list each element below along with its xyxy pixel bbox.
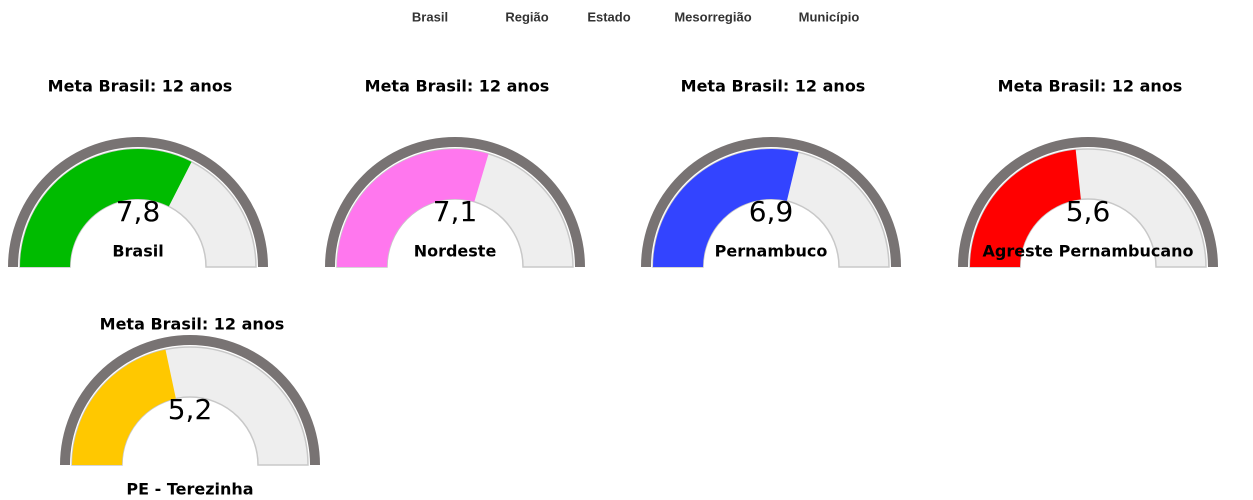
- gauge-label: PE - Terezinha: [126, 480, 253, 499]
- gauge-label: Pernambuco: [715, 242, 828, 261]
- nav-tab[interactable]: Mesorregião: [674, 9, 751, 24]
- gauge-label: Agreste Pernambucano: [982, 242, 1193, 261]
- gauge-value: 5,2: [168, 393, 213, 426]
- gauge-fill: [653, 148, 799, 267]
- nav-tab[interactable]: Estado: [587, 9, 630, 24]
- gauge-title: Meta Brasil: 12 anos: [48, 77, 233, 96]
- gauge-value: 6,9: [749, 195, 794, 228]
- gauge-label: Nordeste: [414, 242, 497, 261]
- gauge-value: 5,6: [1066, 195, 1111, 228]
- gauge-fill: [337, 148, 489, 267]
- gauge-value: 7,1: [433, 195, 478, 228]
- nav-tab[interactable]: Brasil: [412, 9, 448, 24]
- gauge-title: Meta Brasil: 12 anos: [100, 315, 285, 334]
- gauge-label: Brasil: [112, 242, 163, 261]
- gauge-title: Meta Brasil: 12 anos: [365, 77, 550, 96]
- gauge-title: Meta Brasil: 12 anos: [681, 77, 866, 96]
- gauge-title: Meta Brasil: 12 anos: [998, 77, 1183, 96]
- gauge-value: 7,8: [116, 195, 161, 228]
- gauge-fill: [72, 349, 176, 465]
- nav-tab[interactable]: Região: [505, 9, 548, 24]
- gauge-fill: [20, 149, 192, 267]
- nav-tab[interactable]: Município: [799, 9, 860, 24]
- gauge-fill: [970, 149, 1081, 267]
